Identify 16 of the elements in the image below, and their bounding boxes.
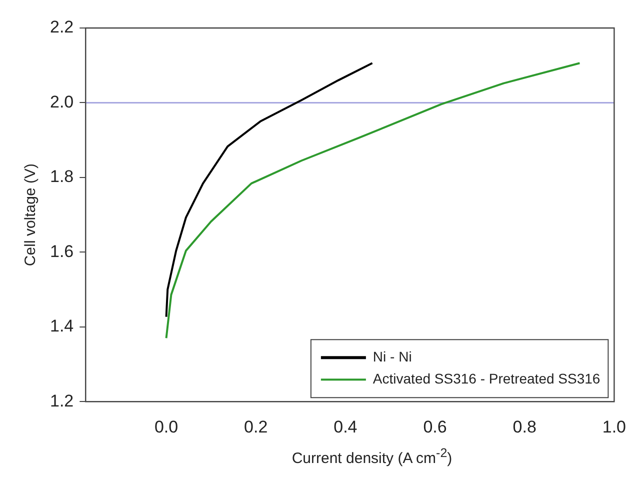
x-tick-label: 0.0 [154, 417, 178, 436]
x-tick-label: 1.0 [602, 417, 626, 436]
x-tick-label: 0.2 [244, 417, 268, 436]
x-tick-label: 0.6 [423, 417, 447, 436]
x-axis-title: Current density (A cm$^{-2}$) [290, 446, 454, 467]
legend-label: Ni - Ni [372, 348, 412, 364]
x-tick-label: 0.4 [334, 417, 358, 436]
y-tick-label: 1.6 [50, 242, 74, 261]
y-tick-label: 1.4 [50, 316, 74, 336]
y-tick-label: 1.2 [50, 391, 74, 410]
y-tick-label: 1.8 [50, 167, 74, 186]
y-axis-title: Cell voltage (V) [22, 164, 40, 266]
y-tick-label: 2.0 [50, 92, 74, 112]
y-tick-label: 2.2 [50, 18, 74, 37]
x-tick-label: 0.8 [512, 417, 536, 436]
legend-label: Activated SS316 - Pretreated SS316 [372, 370, 600, 386]
